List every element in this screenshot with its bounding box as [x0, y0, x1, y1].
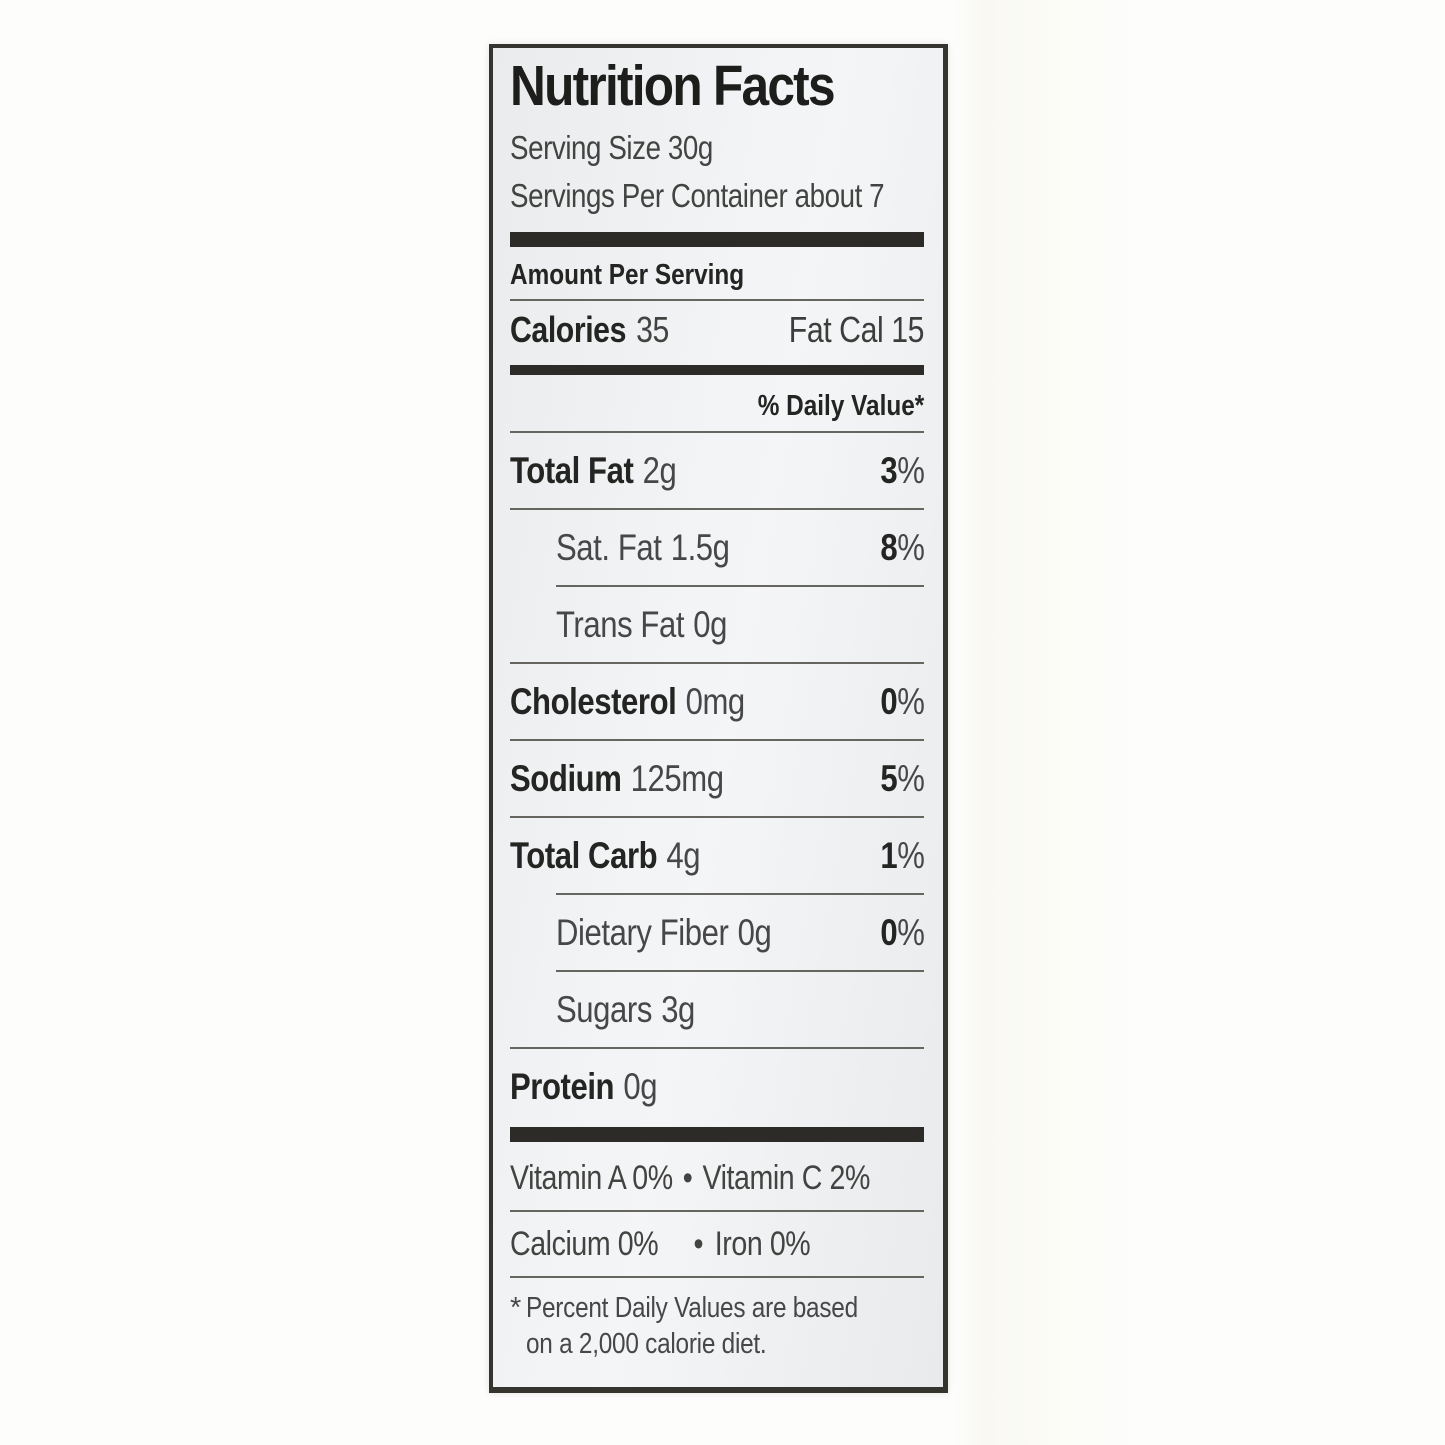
nutrient-amount: 3g — [661, 989, 695, 1030]
nutrient-row-cholesterol: Cholesterol 0mg 0% — [510, 664, 924, 739]
calcium-value: Calcium 0% — [510, 1225, 659, 1263]
nutrient-amount: 4g — [666, 835, 701, 876]
nutrition-facts-label: Nutrition Facts Serving Size 30g Serving… — [489, 44, 948, 1393]
separator-line-indented — [556, 970, 924, 972]
separator-line — [510, 1210, 924, 1212]
nutrient-amount: 0mg — [685, 681, 746, 722]
nutrient-name: Sugars — [556, 989, 652, 1030]
nutrient-row-total-carb: Total Carb 4g 1% — [510, 818, 924, 893]
separator-line — [510, 508, 924, 510]
nutrient-amount: 2g — [642, 450, 677, 491]
nutrient-row-dietary-fiber: Dietary Fiber 0g 0% — [510, 895, 924, 970]
nutrient-name: Trans Fat — [556, 604, 685, 645]
medium-divider-bar — [510, 365, 924, 375]
nutrient-row-trans-fat: Trans Fat 0g — [510, 587, 924, 662]
nutrient-name: Cholesterol — [510, 681, 677, 722]
separator-line — [510, 299, 924, 301]
footnote-line-2: on a 2,000 calorie diet. — [526, 1328, 767, 1360]
thick-divider-bar — [510, 232, 924, 247]
separator-line-indented — [556, 893, 924, 895]
separator-line — [510, 739, 924, 741]
vitamins-row: Vitamin A 0% • Vitamin C 2% — [510, 1146, 924, 1210]
fat-calories: Fat Cal 15 — [788, 309, 925, 350]
separator-line — [510, 1276, 924, 1278]
footnote-line-1: Percent Daily Values are based — [526, 1292, 858, 1324]
daily-value-header: % Daily Value* — [757, 390, 924, 422]
nutrient-daily-value: 5% — [879, 758, 925, 799]
nutrient-row-sat-fat: Sat. Fat 1.5g 8% — [510, 510, 924, 585]
nutrient-amount: 0g — [623, 1066, 658, 1107]
bullet-separator: • — [693, 1225, 704, 1263]
amount-per-serving-header: Amount Per Serving — [510, 259, 745, 291]
nutrient-name: Total Carb — [510, 835, 658, 876]
footnote-asterisk: * — [510, 1292, 521, 1324]
separator-line — [510, 431, 924, 433]
nutrient-amount: 0g — [693, 604, 728, 645]
nutrient-name: Sodium — [510, 758, 622, 799]
separator-line — [510, 1047, 924, 1049]
nutrient-row-total-fat: Total Fat 2g 3% — [510, 433, 924, 508]
nutrient-name: Sat. Fat — [556, 527, 662, 568]
separator-line — [510, 662, 924, 664]
nutrient-amount: 1.5g — [670, 527, 730, 568]
nutrient-daily-value: 0% — [879, 912, 925, 953]
nutrient-daily-value: 8% — [879, 527, 925, 568]
serving-size: Serving Size 30g — [510, 129, 713, 166]
iron-value: Iron 0% — [714, 1225, 811, 1263]
nutrient-name: Dietary Fiber — [556, 912, 729, 953]
vitamin-a-value: Vitamin A 0% — [510, 1159, 673, 1197]
nutrient-row-protein: Protein 0g — [510, 1049, 924, 1124]
vitamin-c-value: Vitamin C 2% — [702, 1159, 870, 1197]
bullet-separator: • — [682, 1159, 693, 1197]
label-title: Nutrition Facts — [510, 54, 836, 118]
nutrient-daily-value: 1% — [879, 835, 925, 876]
nutrient-row-sodium: Sodium 125mg 5% — [510, 741, 924, 816]
daily-value-footnote: * Percent Daily Values are based on a 2,… — [510, 1290, 924, 1362]
nutrient-amount: 125mg — [630, 758, 724, 799]
calories-label: Calories — [510, 309, 626, 350]
nutrient-amount: 0g — [737, 912, 772, 953]
nutrient-name: Total Fat — [510, 450, 634, 491]
nutrient-daily-value: 3% — [879, 450, 925, 491]
servings-per-container: Servings Per Container about 7 — [510, 177, 885, 214]
separator-line-indented — [556, 585, 924, 587]
calories-row: Calories 35 Fat Cal 15 — [510, 301, 924, 359]
calories-value: 35 — [636, 309, 669, 350]
nutrient-row-sugars: Sugars 3g — [510, 972, 924, 1047]
separator-line — [510, 816, 924, 818]
minerals-row: Calcium 0% • Iron 0% — [510, 1212, 924, 1276]
nutrient-daily-value: 0% — [879, 681, 925, 722]
nutrient-name: Protein — [510, 1066, 615, 1107]
thick-divider-bar — [510, 1127, 924, 1142]
